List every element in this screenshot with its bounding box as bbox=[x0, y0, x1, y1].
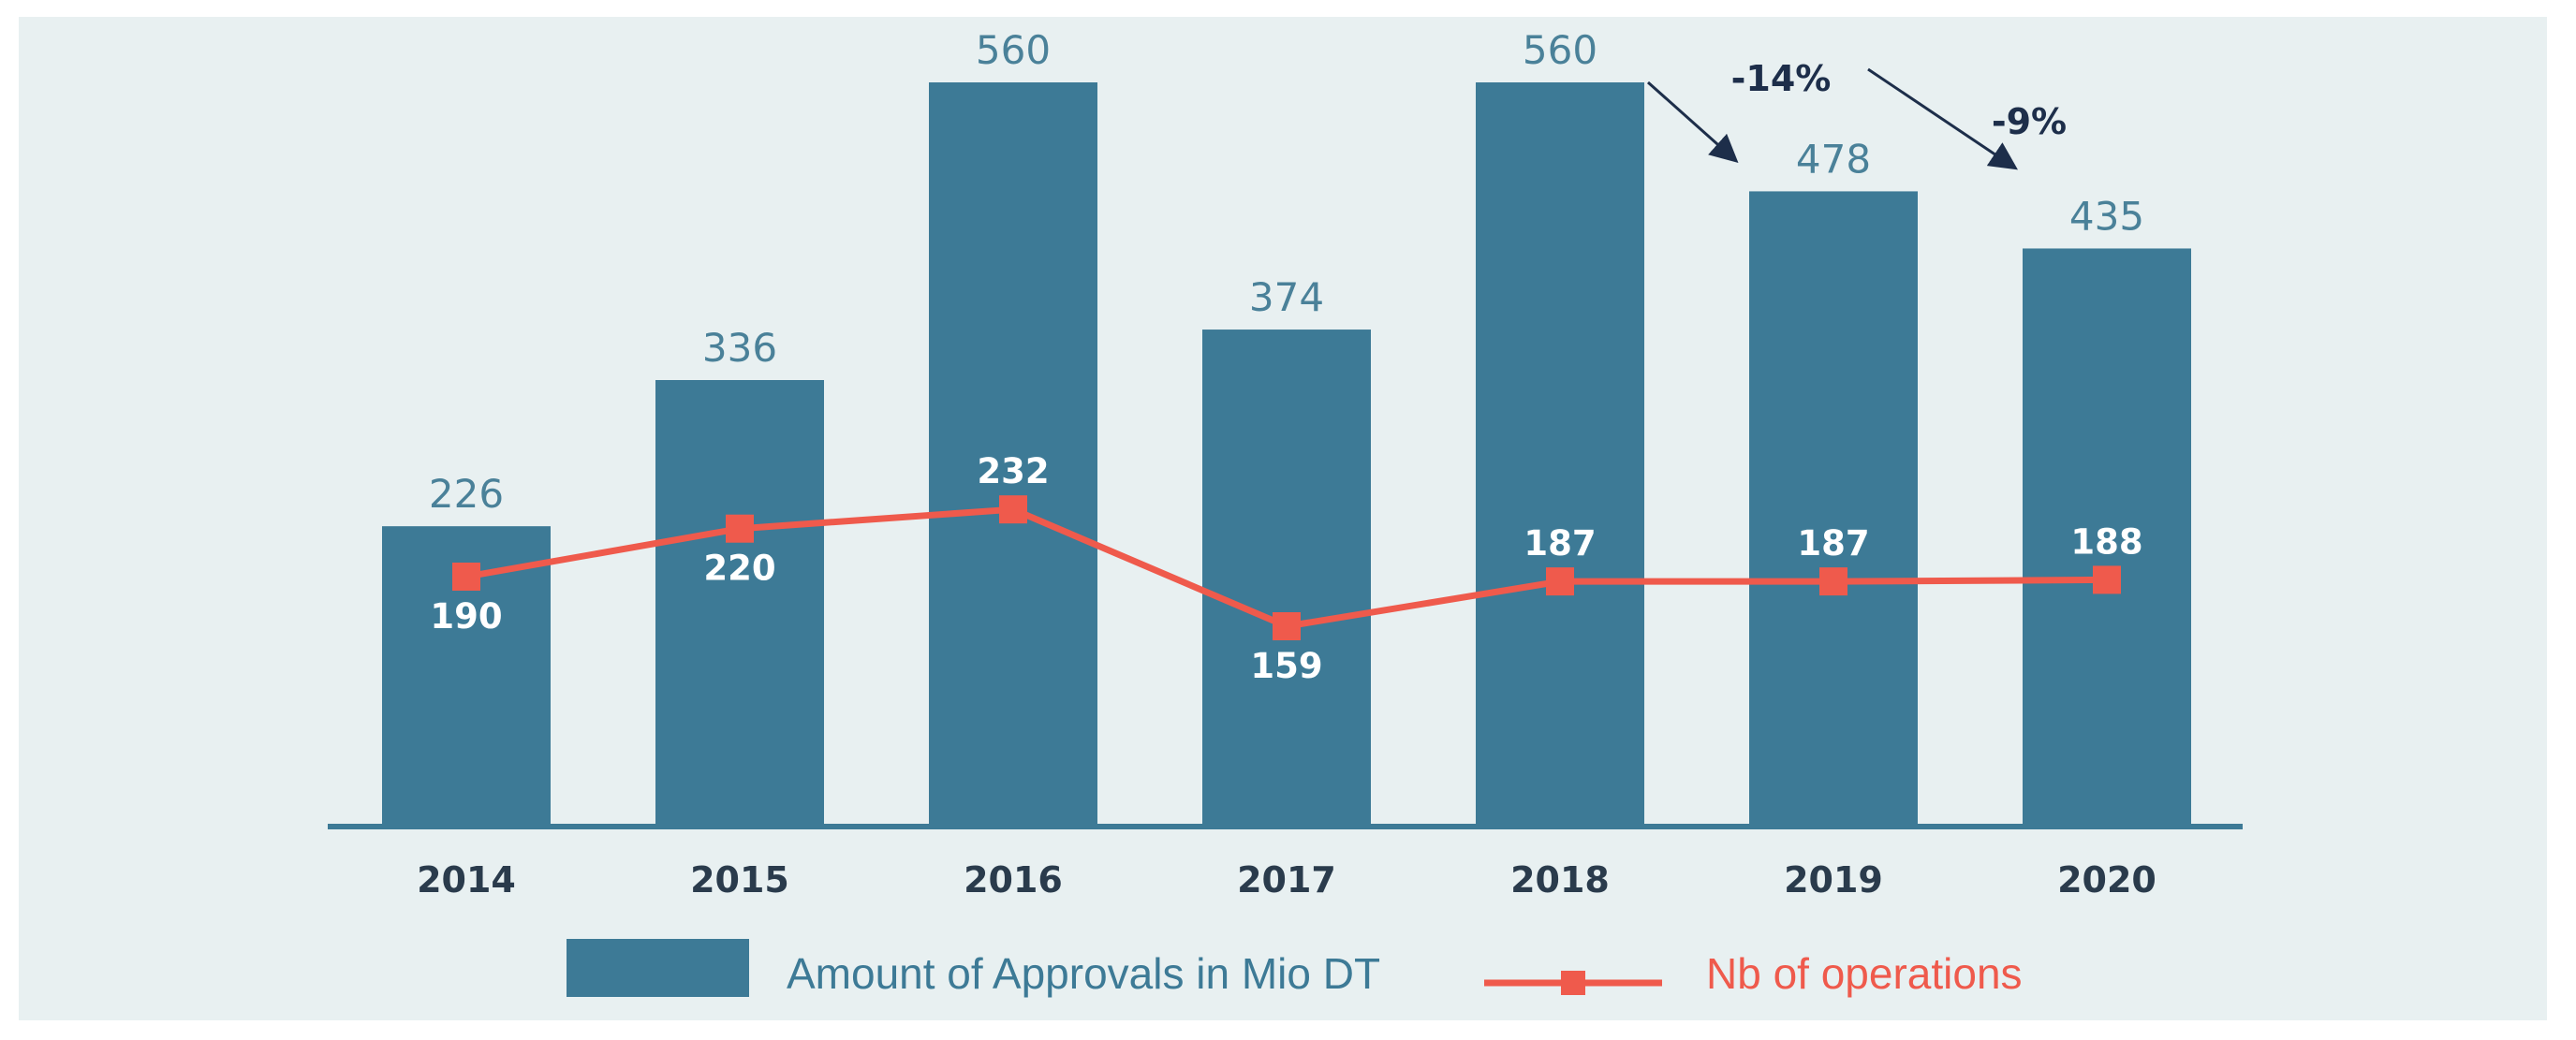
bar-2016 bbox=[929, 82, 1097, 827]
x-tick-label-2014: 2014 bbox=[417, 859, 516, 901]
legend-bar-swatch bbox=[567, 939, 749, 997]
x-tick-label-2015: 2015 bbox=[690, 859, 789, 901]
x-axis-ticks: 2014 2015 2016 2017 2018 2019 2020 bbox=[417, 859, 2156, 901]
bar-value-labels: 226 336 560 374 560 478 435 bbox=[429, 27, 2144, 517]
bar-value-label-2020: 435 bbox=[2069, 193, 2144, 239]
x-tick-label-2020: 2020 bbox=[2057, 859, 2156, 901]
legend-line-marker bbox=[1561, 971, 1585, 995]
legend: Amount of Approvals in Mio DT Nb of oper… bbox=[567, 939, 2023, 998]
bar-2015 bbox=[655, 380, 824, 827]
x-tick-label-2019: 2019 bbox=[1784, 859, 1883, 901]
bar-2020 bbox=[2023, 248, 2191, 828]
operations-value-label-2017: 159 bbox=[1250, 646, 1322, 686]
operations-value-label-2018: 187 bbox=[1524, 523, 1596, 564]
bar-2019 bbox=[1749, 191, 1918, 828]
bar-value-label-2017: 374 bbox=[1249, 274, 1324, 320]
bar-2017 bbox=[1202, 330, 1371, 827]
operations-value-label-2020: 188 bbox=[2070, 521, 2142, 562]
change-label-2019-2020: -9% bbox=[1992, 101, 2067, 142]
operations-line-series: 190 220 232 159 187 187 188 bbox=[430, 451, 2142, 686]
operations-value-label-2014: 190 bbox=[430, 596, 502, 637]
operations-value-label-2015: 220 bbox=[703, 549, 775, 589]
bar-series bbox=[382, 82, 2191, 828]
operations-marker-2014 bbox=[452, 563, 480, 591]
operations-marker-2018 bbox=[1546, 567, 1574, 596]
operations-marker-2016 bbox=[999, 495, 1027, 524]
change-label-2018-2019: -14% bbox=[1731, 58, 1832, 99]
operations-marker-2017 bbox=[1273, 612, 1301, 641]
change-arrow-2019-2020 bbox=[1867, 67, 2018, 170]
operations-marker-2020 bbox=[2093, 565, 2121, 594]
x-tick-label-2016: 2016 bbox=[964, 859, 1063, 901]
x-tick-label-2017: 2017 bbox=[1237, 859, 1336, 901]
change-annotations: -14% -9% bbox=[1647, 58, 2067, 170]
operations-marker-2019 bbox=[1819, 567, 1847, 596]
operations-value-label-2016: 232 bbox=[977, 451, 1049, 491]
bar-2018 bbox=[1476, 82, 1644, 827]
bar-value-label-2014: 226 bbox=[429, 471, 504, 517]
change-arrow-2018-2019 bbox=[1647, 81, 1739, 163]
operations-marker-2015 bbox=[726, 514, 754, 543]
bar-value-label-2015: 336 bbox=[702, 325, 777, 371]
bar-value-label-2018: 560 bbox=[1523, 27, 1597, 73]
operations-value-label-2019: 187 bbox=[1797, 523, 1869, 564]
legend-bar-label: Amount of Approvals in Mio DT bbox=[787, 949, 1380, 998]
bar-value-label-2016: 560 bbox=[976, 27, 1051, 73]
x-tick-label-2018: 2018 bbox=[1510, 859, 1610, 901]
bar-value-label-2019: 478 bbox=[1796, 136, 1871, 182]
legend-line-label: Nb of operations bbox=[1706, 949, 2023, 998]
